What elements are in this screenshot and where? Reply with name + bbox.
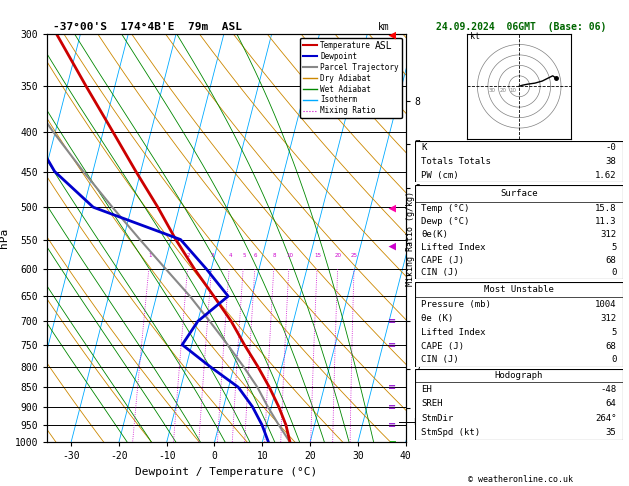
Text: Lifted Index: Lifted Index — [421, 243, 486, 252]
Text: 11.3: 11.3 — [595, 217, 616, 226]
Text: Pressure (mb): Pressure (mb) — [421, 300, 491, 309]
Text: 10: 10 — [286, 253, 293, 258]
Text: 24.09.2024  06GMT  (Base: 06): 24.09.2024 06GMT (Base: 06) — [436, 21, 606, 32]
Text: θe(K): θe(K) — [421, 229, 448, 239]
Text: StmDir: StmDir — [421, 414, 454, 423]
Text: 30: 30 — [489, 88, 496, 93]
Y-axis label: hPa: hPa — [0, 228, 9, 248]
Text: 0: 0 — [611, 355, 616, 364]
Text: 20: 20 — [335, 253, 342, 258]
Text: Hodograph: Hodograph — [495, 371, 543, 380]
X-axis label: Dewpoint / Temperature (°C): Dewpoint / Temperature (°C) — [135, 467, 318, 477]
Text: PW (cm): PW (cm) — [421, 171, 459, 180]
Text: 68: 68 — [606, 342, 616, 350]
Text: 3: 3 — [211, 253, 214, 258]
Text: 64: 64 — [606, 399, 616, 408]
Text: ≡: ≡ — [388, 382, 396, 392]
Text: km: km — [378, 21, 389, 32]
Text: Most Unstable: Most Unstable — [484, 285, 554, 294]
Text: ≡: ≡ — [388, 316, 396, 326]
Text: ▶: ▶ — [388, 202, 396, 212]
Text: ≡: ≡ — [388, 420, 396, 430]
Text: SREH: SREH — [421, 399, 443, 408]
Text: Dewp (°C): Dewp (°C) — [421, 217, 470, 226]
Text: θe (K): θe (K) — [421, 313, 454, 323]
Text: 1.62: 1.62 — [595, 171, 616, 180]
Text: Mixing Ratio (g/kg): Mixing Ratio (g/kg) — [406, 191, 415, 286]
Text: CAPE (J): CAPE (J) — [421, 256, 464, 264]
Text: 5: 5 — [611, 328, 616, 337]
Text: 15.8: 15.8 — [595, 204, 616, 213]
Text: ▶: ▶ — [388, 241, 396, 251]
Text: 1: 1 — [148, 253, 152, 258]
Text: EH: EH — [421, 385, 432, 394]
Text: 2: 2 — [187, 253, 191, 258]
Text: 5: 5 — [242, 253, 246, 258]
Text: 10: 10 — [510, 88, 517, 93]
Text: ─: ─ — [389, 437, 395, 447]
Text: 35: 35 — [606, 428, 616, 437]
Text: ▶: ▶ — [388, 29, 396, 39]
Text: CIN (J): CIN (J) — [421, 355, 459, 364]
Text: Surface: Surface — [500, 189, 538, 198]
Text: 8: 8 — [272, 253, 276, 258]
Text: StmSpd (kt): StmSpd (kt) — [421, 428, 481, 437]
Text: Temp (°C): Temp (°C) — [421, 204, 470, 213]
Text: 0: 0 — [611, 268, 616, 278]
Text: kt: kt — [470, 32, 480, 41]
Text: CIN (J): CIN (J) — [421, 268, 459, 278]
Text: Lifted Index: Lifted Index — [421, 328, 486, 337]
Text: ASL: ASL — [375, 41, 392, 51]
Text: 312: 312 — [600, 313, 616, 323]
Text: 68: 68 — [606, 256, 616, 264]
Text: © weatheronline.co.uk: © weatheronline.co.uk — [469, 474, 573, 484]
Text: ≡: ≡ — [388, 401, 396, 412]
Text: 20: 20 — [499, 88, 506, 93]
Text: 38: 38 — [606, 157, 616, 166]
Text: LCL: LCL — [413, 417, 428, 427]
Text: Totals Totals: Totals Totals — [421, 157, 491, 166]
Text: 4: 4 — [228, 253, 231, 258]
Text: -48: -48 — [600, 385, 616, 394]
Text: 25: 25 — [351, 253, 358, 258]
Legend: Temperature, Dewpoint, Parcel Trajectory, Dry Adiabat, Wet Adiabat, Isotherm, Mi: Temperature, Dewpoint, Parcel Trajectory… — [300, 38, 402, 119]
Text: -0: -0 — [606, 143, 616, 152]
Text: ≡: ≡ — [388, 340, 396, 350]
Text: 5: 5 — [611, 243, 616, 252]
Text: 1004: 1004 — [595, 300, 616, 309]
Text: K: K — [421, 143, 426, 152]
Text: 6: 6 — [254, 253, 257, 258]
Text: CAPE (J): CAPE (J) — [421, 342, 464, 350]
Text: 15: 15 — [314, 253, 321, 258]
Text: 312: 312 — [600, 229, 616, 239]
Text: -37°00'S  174°4B'E  79m  ASL: -37°00'S 174°4B'E 79m ASL — [53, 21, 242, 32]
Text: 264°: 264° — [595, 414, 616, 423]
